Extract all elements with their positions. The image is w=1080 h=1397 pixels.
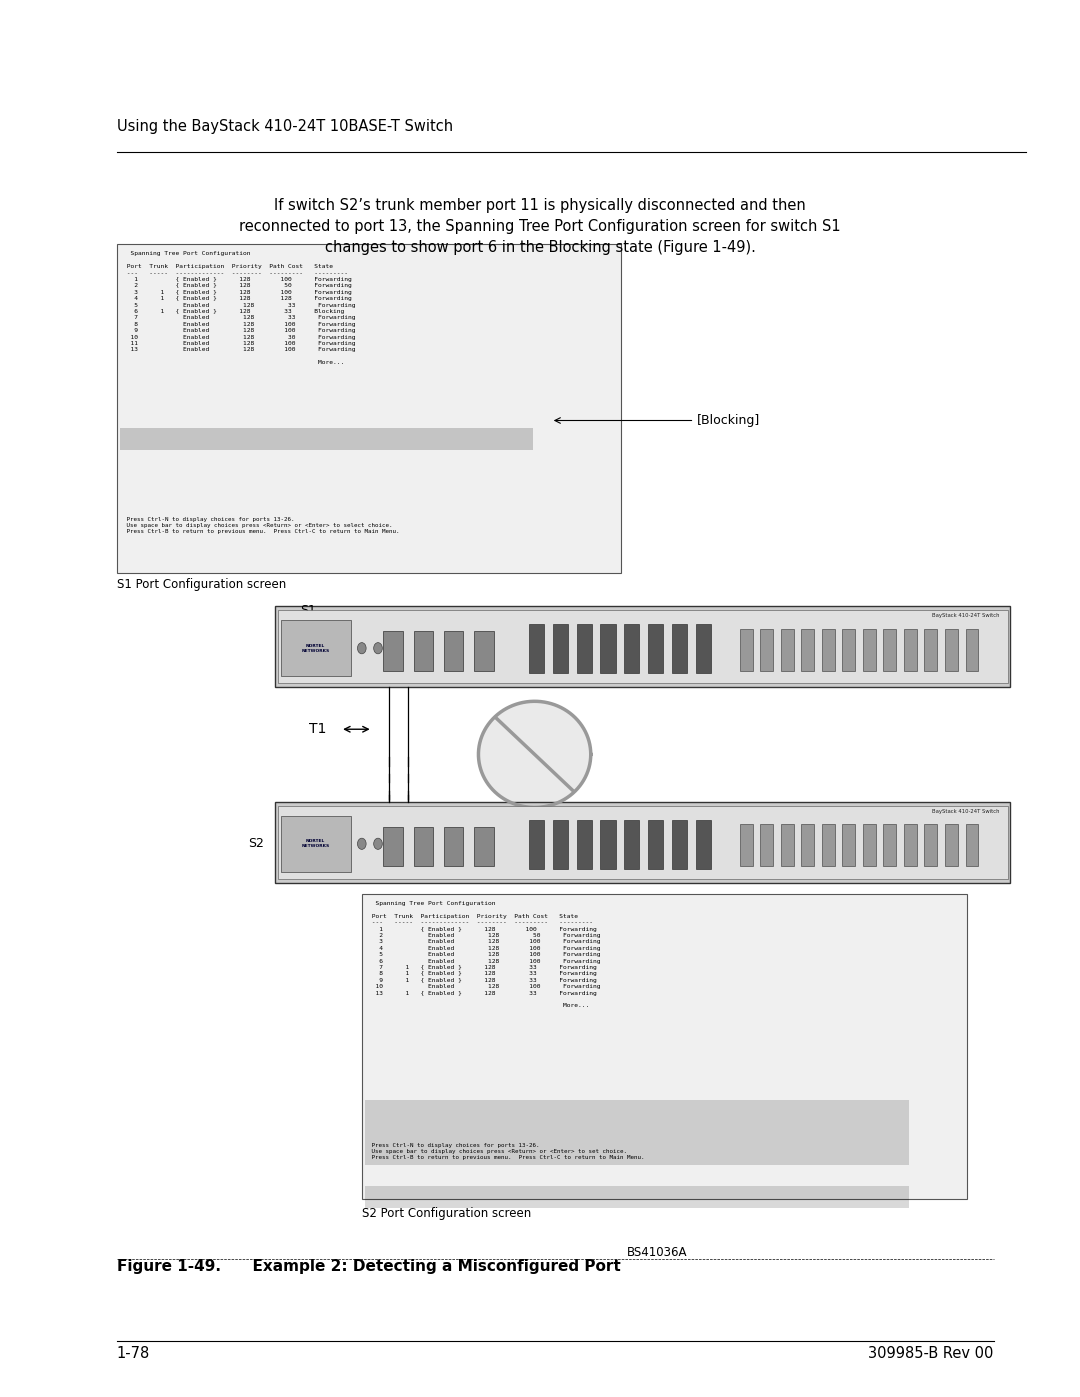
Text: Using the BayStack 410-24T 10BASE-T Switch: Using the BayStack 410-24T 10BASE-T Swit… [117,119,453,134]
Bar [781,629,794,671]
Bar [781,824,794,866]
Bar [740,629,753,671]
Bar [672,624,687,673]
Text: 1-78: 1-78 [117,1345,150,1361]
Bar [624,624,639,673]
Bar [904,629,917,671]
FancyBboxPatch shape [117,244,621,573]
Bar [474,631,494,671]
FancyBboxPatch shape [278,610,1008,683]
Bar [801,629,814,671]
Circle shape [357,643,366,654]
Text: [Blocking]: [Blocking] [697,414,760,427]
Bar [383,827,403,866]
Bar [624,820,639,869]
Bar [383,631,403,671]
Bar [863,629,876,671]
Bar [444,631,463,671]
Bar [945,824,958,866]
Bar [924,824,937,866]
Text: 309985-B Rev 00: 309985-B Rev 00 [868,1345,994,1361]
Bar [822,824,835,866]
Text: S1: S1 [300,604,316,616]
Text: BayStack 410-24T Switch: BayStack 410-24T Switch [931,613,999,619]
Text: Press Ctrl-N to display choices for ports 13-26.
 Use space bar to display choic: Press Ctrl-N to display choices for port… [368,1143,645,1160]
Bar [801,824,814,866]
FancyBboxPatch shape [281,620,351,676]
Bar [863,824,876,866]
Bar [553,820,568,869]
Bar [600,820,616,869]
Bar [883,629,896,671]
Bar [365,1143,909,1165]
Bar [696,624,711,673]
Bar [904,824,917,866]
Polygon shape [478,701,591,807]
Bar [414,827,433,866]
FancyBboxPatch shape [275,606,1010,687]
Bar [120,429,534,450]
Bar [966,824,978,866]
Bar [577,624,592,673]
Bar [648,820,663,869]
Text: Figure 1-49.      Example 2: Detecting a Misconfigured Port: Figure 1-49. Example 2: Detecting a Misc… [117,1259,620,1274]
Bar [414,631,433,671]
Bar [822,629,835,671]
FancyBboxPatch shape [275,802,1010,883]
Bar [842,629,855,671]
Text: BayStack 410-24T Switch: BayStack 410-24T Switch [931,809,999,814]
Text: Press Ctrl-N to display choices for ports 13-26.
 Use space bar to display choic: Press Ctrl-N to display choices for port… [123,517,400,534]
Bar [945,629,958,671]
Bar [529,820,544,869]
Text: Spanning Tree Port Configuration

 Port  Trunk  Participation  Priority  Path Co: Spanning Tree Port Configuration Port Tr… [123,251,355,365]
Bar [600,624,616,673]
Text: If switch S2’s trunk member port 11 is physically disconnected and then
reconnec: If switch S2’s trunk member port 11 is p… [239,198,841,256]
Bar [648,624,663,673]
Circle shape [390,838,399,849]
Text: BS41036A: BS41036A [626,1246,687,1259]
Bar [924,629,937,671]
Bar [740,824,753,866]
Text: S2 Port Configuration screen: S2 Port Configuration screen [362,1207,531,1220]
FancyBboxPatch shape [362,894,967,1199]
Text: T1: T1 [309,722,326,736]
Bar [696,820,711,869]
Circle shape [357,838,366,849]
Bar [577,820,592,869]
Bar [842,824,855,866]
Circle shape [390,643,399,654]
Text: NORTEL
NETWORKS: NORTEL NETWORKS [301,840,329,848]
Bar [444,827,463,866]
Circle shape [374,838,382,849]
Text: S2: S2 [248,837,265,851]
Bar [474,827,494,866]
Bar [883,824,896,866]
Circle shape [374,643,382,654]
Bar [365,1186,909,1208]
Text: Spanning Tree Port Configuration

 Port  Trunk  Participation  Priority  Path Co: Spanning Tree Port Configuration Port Tr… [368,901,600,1009]
Text: S1 Port Configuration screen: S1 Port Configuration screen [117,578,286,591]
Bar [966,629,978,671]
Bar [365,1122,909,1143]
Bar [760,824,773,866]
Bar [553,624,568,673]
Bar [672,820,687,869]
FancyBboxPatch shape [281,816,351,872]
Bar [760,629,773,671]
Text: NORTEL
NETWORKS: NORTEL NETWORKS [301,644,329,652]
FancyBboxPatch shape [278,806,1008,879]
Bar [529,624,544,673]
Bar [365,1099,909,1122]
